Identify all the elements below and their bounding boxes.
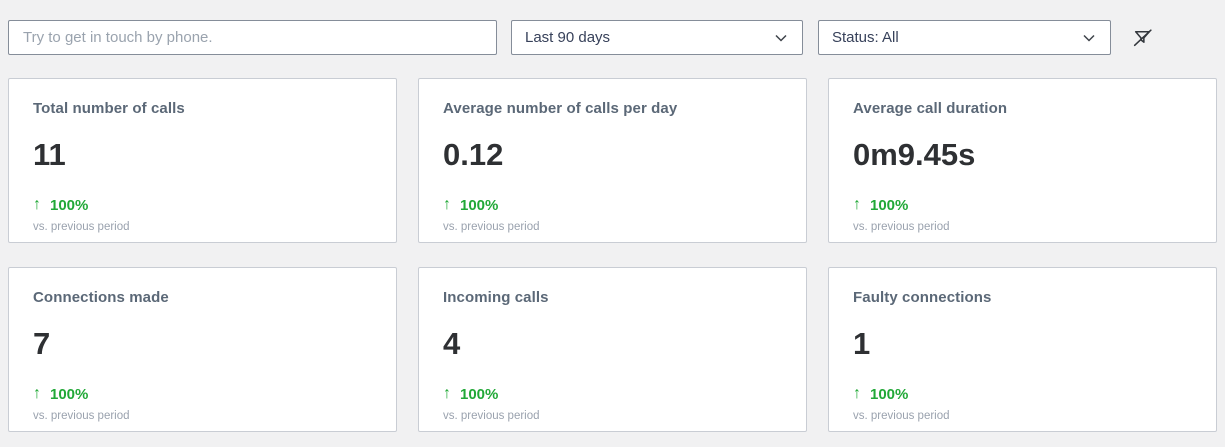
card-trend: ↑ 100% xyxy=(853,196,1192,214)
status-dropdown-value: Status: All xyxy=(832,29,899,46)
filter-toolbar: Last 90 days Status: All xyxy=(8,20,1217,55)
trend-percent: 100% xyxy=(460,196,499,214)
stat-card-incoming-calls: Incoming calls 4 ↑ 100% vs. previous per… xyxy=(418,267,807,432)
stat-card-avg-call-duration: Average call duration 0m9.45s ↑ 100% vs.… xyxy=(828,78,1217,243)
period-dropdown-value: Last 90 days xyxy=(525,29,611,46)
card-trend: ↑ 100% xyxy=(853,385,1192,403)
card-trend: ↑ 100% xyxy=(443,385,782,403)
card-note: vs. previous period xyxy=(33,221,130,233)
trend-up-icon: ↑ xyxy=(443,385,451,402)
card-title: Average number of calls per day xyxy=(443,100,678,117)
trend-up-icon: ↑ xyxy=(443,196,451,213)
stat-card-total-calls: Total number of calls 11 ↑ 100% vs. prev… xyxy=(8,78,397,243)
card-note: vs. previous period xyxy=(443,221,540,233)
card-trend: ↑ 100% xyxy=(33,196,372,214)
stat-card-avg-calls-per-day: Average number of calls per day 0.12 ↑ 1… xyxy=(418,78,807,243)
trend-percent: 100% xyxy=(870,196,909,214)
card-value: 7 xyxy=(33,326,51,361)
trend-up-icon: ↑ xyxy=(33,385,41,402)
card-trend: ↑ 100% xyxy=(443,196,782,214)
card-value: 1 xyxy=(853,326,871,361)
card-title: Faulty connections xyxy=(853,289,992,306)
card-title: Total number of calls xyxy=(33,100,185,117)
search-input[interactable] xyxy=(8,20,497,55)
stat-card-faulty-connections: Faulty connections 1 ↑ 100% vs. previous… xyxy=(828,267,1217,432)
dashboard-page: Last 90 days Status: All xyxy=(8,20,1217,432)
trend-percent: 100% xyxy=(460,385,499,403)
card-note: vs. previous period xyxy=(853,410,950,422)
trend-percent: 100% xyxy=(870,385,909,403)
trend-up-icon: ↑ xyxy=(33,196,41,213)
card-value: 0.12 xyxy=(443,137,504,172)
stat-card-connections-made: Connections made 7 ↑ 100% vs. previous p… xyxy=(8,267,397,432)
card-note: vs. previous period xyxy=(33,410,130,422)
card-trend: ↑ 100% xyxy=(33,385,372,403)
card-value: 11 xyxy=(33,137,66,172)
trend-percent: 100% xyxy=(50,196,89,214)
card-value: 0m9.45s xyxy=(853,137,976,172)
card-note: vs. previous period xyxy=(443,410,540,422)
card-value: 4 xyxy=(443,326,461,361)
card-title: Connections made xyxy=(33,289,169,306)
status-dropdown[interactable]: Status: All xyxy=(818,20,1111,55)
trend-up-icon: ↑ xyxy=(853,196,861,213)
card-title: Incoming calls xyxy=(443,289,549,306)
stats-grid: Total number of calls 11 ↑ 100% vs. prev… xyxy=(8,78,1217,432)
trend-percent: 100% xyxy=(50,385,89,403)
card-note: vs. previous period xyxy=(853,221,950,233)
chevron-down-icon xyxy=(1081,30,1097,46)
clear-filters-button[interactable] xyxy=(1128,23,1157,52)
trend-up-icon: ↑ xyxy=(853,385,861,402)
card-title: Average call duration xyxy=(853,100,1008,117)
filter-off-icon xyxy=(1130,25,1155,50)
chevron-down-icon xyxy=(773,30,789,46)
period-dropdown[interactable]: Last 90 days xyxy=(511,20,803,55)
